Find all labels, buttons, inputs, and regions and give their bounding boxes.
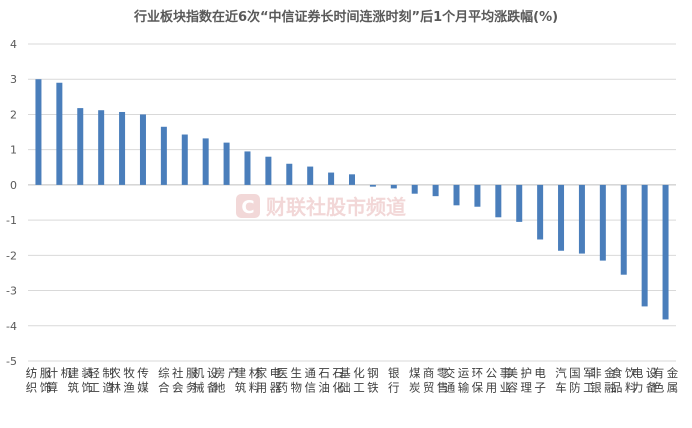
y-tick-label: 3 [10,73,17,86]
x-axis-labels: 纺织服饰计算机建筑装饰轻工制造农林牧渔传媒综合社会服务机械设备房地产建筑材料家用… [26,366,679,395]
x-tick-label: 医药生物 [277,366,303,395]
bar [349,174,355,185]
bars [35,79,669,320]
x-tick-label: 建筑材料 [235,366,261,395]
x-tick-label: 纺织服饰 [26,366,52,395]
x-tick-label: 商贸零售 [423,366,449,395]
bar [202,138,209,185]
bar [516,184,523,222]
y-tick-label: -3 [6,285,17,298]
x-tick-label: 农林牧渔 [109,366,135,395]
bar [328,172,335,185]
x-tick-label: 钢铁 [367,366,379,395]
watermark-text: 财联社股市频道 [266,195,406,219]
x-tick-label: 煤炭 [409,366,421,395]
bar [286,163,293,185]
x-tick-label: 计算机 [47,366,73,395]
y-axis-ticks: 4 3 2 1 0 -1 -2 -3 -4 -5 [6,38,17,368]
x-tick-label: 基础化工 [339,366,365,395]
x-tick-label: 电子 [534,366,546,395]
x-tick-label: 机械设备 [193,366,219,395]
y-tick-label: 0 [10,179,17,192]
x-tick-label: 国防军工 [569,366,595,395]
bar [495,184,502,218]
y-tick-label: -1 [6,214,17,227]
x-tick-label: 有色金属 [653,366,679,395]
x-tick-label: 家用电器 [256,366,282,395]
x-tick-label: 电力设备 [632,366,658,395]
y-tick-label: -4 [6,320,17,333]
bar [77,108,84,185]
x-tick-label: 公用事业 [486,366,512,395]
bar [160,126,167,185]
y-tick-label: -2 [6,249,17,262]
bar [98,110,105,185]
bar [223,142,230,185]
bar [620,184,627,275]
x-tick-label: 综合 [158,366,170,395]
bar [265,156,272,185]
bar [453,184,460,206]
bar [578,184,585,254]
bar [641,184,648,307]
chart-title: 行业板块指数在近6次“中信证券长时间连涨时刻”后1个月平均涨跌幅(%) [133,9,558,25]
bar [537,184,544,240]
x-tick-label: 石油石化 [318,366,344,395]
y-tick-label: -5 [6,355,17,368]
bar [244,151,251,185]
bar [139,114,146,185]
watermark: C 财联社股市频道 [236,194,406,219]
bar [474,184,481,207]
bar [119,111,126,185]
x-tick-label: 非银金融 [590,366,616,395]
y-tick-label: 2 [10,108,17,121]
x-tick-label: 房地产 [214,366,240,395]
x-tick-label: 美容护理 [506,366,532,395]
bar [307,166,314,185]
bar [662,184,669,320]
watermark-logo-letter: C [241,197,254,218]
x-tick-label: 银行 [388,366,400,395]
bar [369,184,376,187]
x-tick-label: 环保 [472,366,484,395]
bar [35,79,42,185]
x-tick-label: 轻工制造 [88,366,114,395]
bar [390,184,397,189]
x-tick-label: 食品饮料 [611,366,637,395]
x-tick-label: 交通运输 [444,366,470,395]
x-tick-label: 通信 [304,366,316,395]
y-tick-label: 1 [10,144,17,157]
bar [432,184,439,197]
x-tick-label: 建筑装饰 [68,366,94,395]
x-tick-label: 传媒 [137,366,149,395]
bar [181,134,188,185]
x-tick-label: 汽车 [555,366,567,395]
bar [599,184,606,261]
watermark-logo-icon [236,194,260,218]
y-tick-label: 4 [10,38,17,51]
bar [411,184,418,194]
bar [56,82,63,185]
x-tick-label: 社会服务 [172,366,198,395]
bar [558,184,565,251]
